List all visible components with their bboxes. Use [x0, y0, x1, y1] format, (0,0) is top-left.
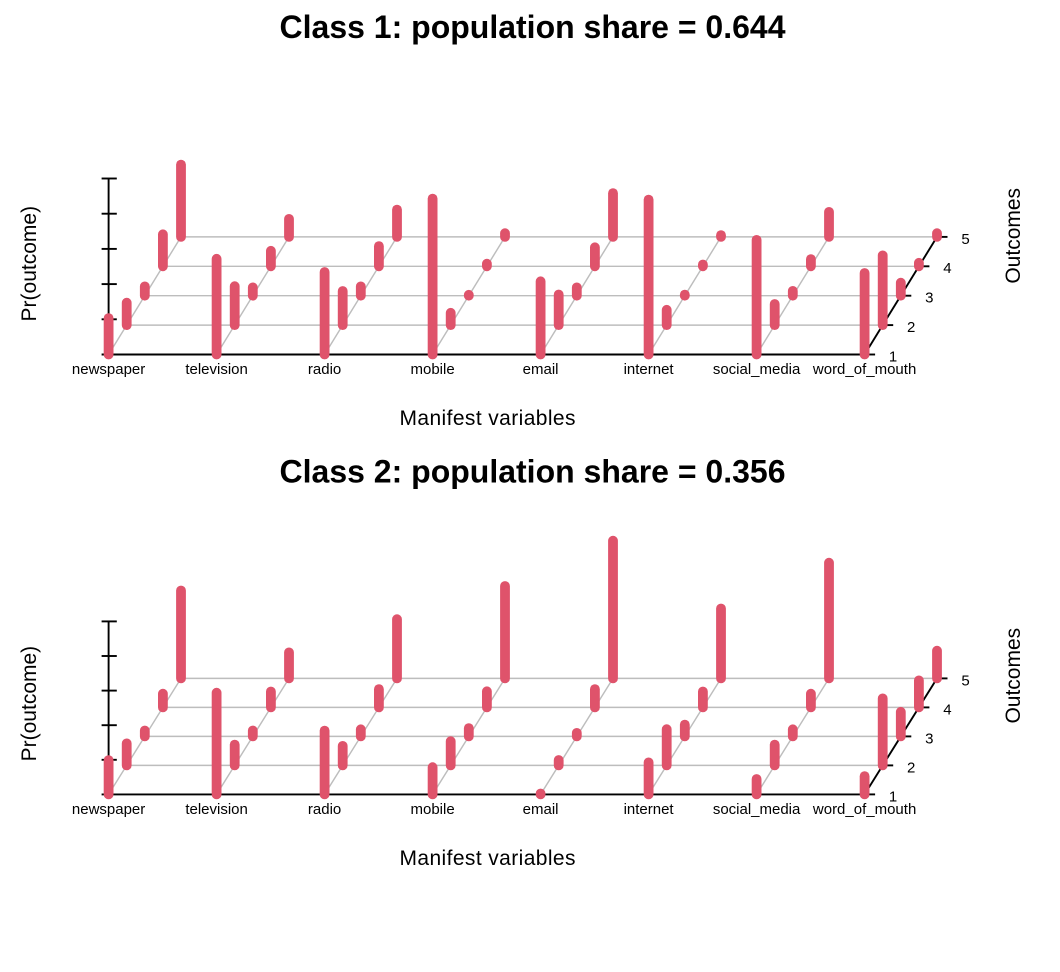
svg-text:1: 1 [889, 788, 897, 805]
svg-text:social_media: social_media [713, 361, 801, 378]
svg-text:Class 2: population share = 0.: Class 2: population share = 0.356 [280, 454, 786, 490]
svg-text:social_media: social_media [713, 801, 801, 818]
svg-text:Pr(outcome): Pr(outcome) [18, 646, 41, 762]
svg-text:mobile: mobile [411, 361, 455, 378]
svg-text:Outcomes: Outcomes [1002, 188, 1025, 284]
svg-text:3: 3 [925, 290, 933, 307]
svg-text:internet: internet [624, 801, 675, 818]
svg-text:2: 2 [907, 759, 915, 776]
svg-text:television: television [185, 361, 248, 378]
svg-text:Pr(outcome): Pr(outcome) [18, 206, 41, 322]
svg-text:Class 1: population share = 0.: Class 1: population share = 0.644 [280, 9, 786, 45]
svg-text:newspaper: newspaper [72, 361, 145, 378]
svg-text:word_of_mouth: word_of_mouth [812, 361, 916, 378]
svg-text:5: 5 [961, 231, 969, 248]
svg-text:mobile: mobile [411, 801, 455, 818]
svg-text:Manifest variables: Manifest variables [400, 407, 576, 430]
svg-text:newspaper: newspaper [72, 801, 145, 818]
svg-text:internet: internet [624, 361, 675, 378]
svg-text:2: 2 [907, 319, 915, 336]
svg-text:1: 1 [889, 348, 897, 365]
svg-text:4: 4 [943, 260, 951, 277]
svg-text:email: email [523, 801, 559, 818]
svg-text:radio: radio [308, 361, 341, 378]
svg-text:5: 5 [961, 672, 969, 689]
svg-text:Outcomes: Outcomes [1002, 628, 1025, 724]
svg-text:Manifest variables: Manifest variables [400, 847, 576, 870]
svg-text:3: 3 [925, 730, 933, 747]
svg-text:email: email [523, 361, 559, 378]
svg-text:radio: radio [308, 801, 341, 818]
svg-text:4: 4 [943, 701, 951, 718]
svg-text:word_of_mouth: word_of_mouth [812, 801, 916, 818]
svg-text:television: television [185, 801, 248, 818]
